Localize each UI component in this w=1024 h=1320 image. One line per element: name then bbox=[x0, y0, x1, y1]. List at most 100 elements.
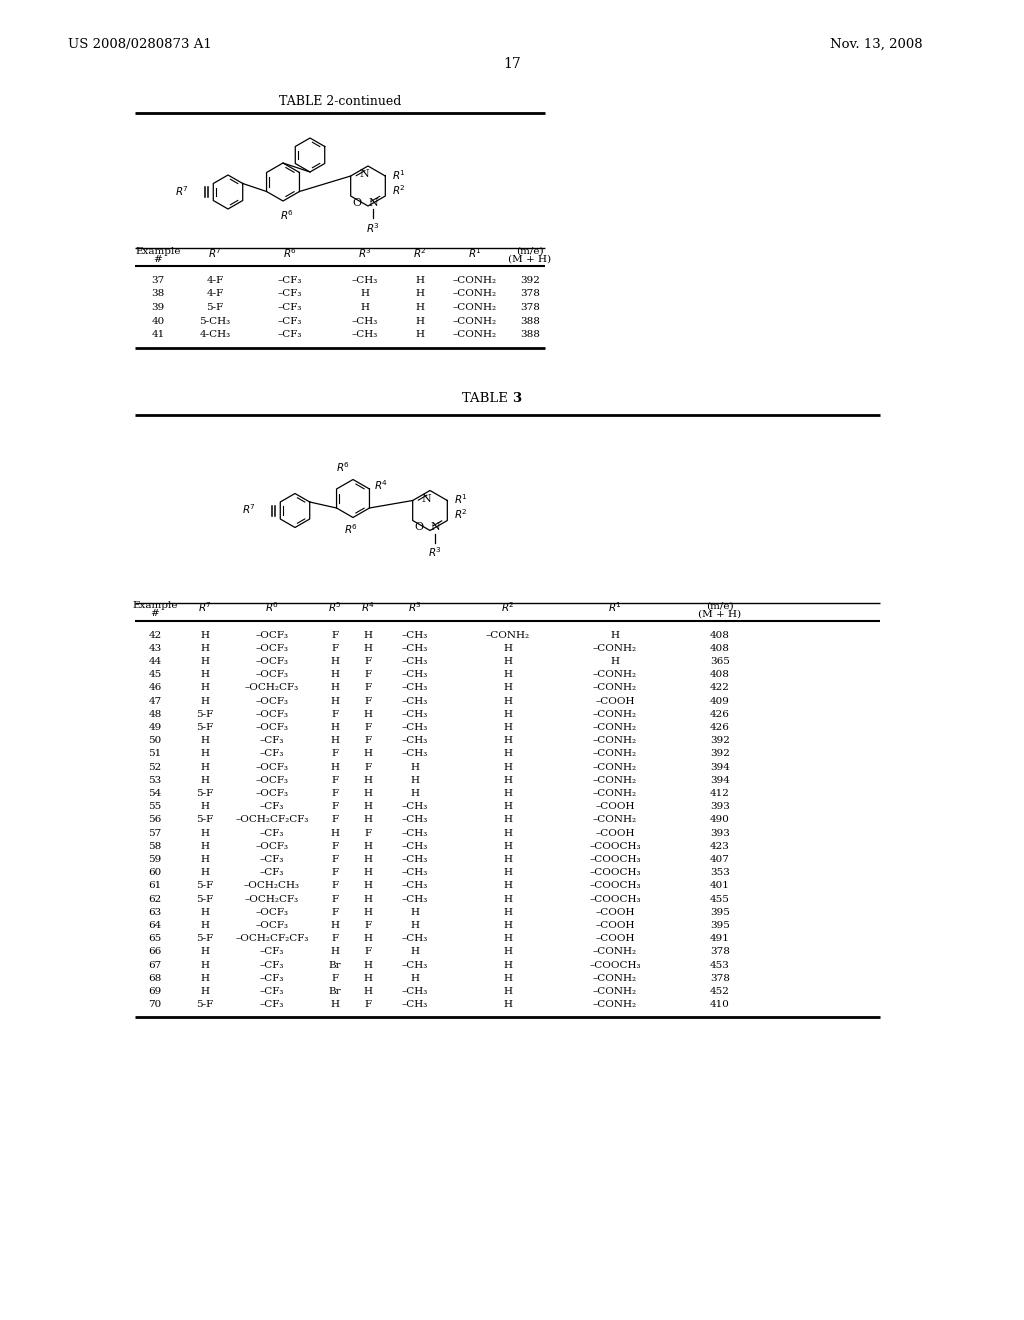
Text: –CH₃: –CH₃ bbox=[401, 631, 428, 639]
Text: H: H bbox=[201, 776, 210, 784]
Text: –CF₃: –CF₃ bbox=[278, 304, 302, 312]
Text: –OCF₃: –OCF₃ bbox=[256, 631, 289, 639]
Text: 455: 455 bbox=[710, 895, 730, 903]
Text: –OCF₃: –OCF₃ bbox=[256, 723, 289, 731]
Text: –CF₃: –CF₃ bbox=[278, 330, 302, 339]
Text: H: H bbox=[201, 961, 210, 969]
Text: H: H bbox=[201, 684, 210, 692]
Text: H: H bbox=[360, 289, 370, 298]
Text: –CF₃: –CF₃ bbox=[260, 869, 285, 876]
Text: 51: 51 bbox=[148, 750, 162, 758]
Text: H: H bbox=[201, 631, 210, 639]
Text: –OCF₃: –OCF₃ bbox=[256, 908, 289, 916]
Text: F: F bbox=[332, 908, 339, 916]
Text: $R^6$: $R^6$ bbox=[280, 209, 294, 222]
Text: H: H bbox=[416, 317, 425, 326]
Text: H: H bbox=[504, 710, 512, 718]
Text: H: H bbox=[201, 948, 210, 956]
Text: $R^2$: $R^2$ bbox=[501, 601, 515, 615]
Text: H: H bbox=[411, 763, 420, 771]
Text: H: H bbox=[364, 882, 373, 890]
Text: –CONH₂: –CONH₂ bbox=[453, 304, 497, 312]
Text: –CONH₂: –CONH₂ bbox=[593, 948, 637, 956]
Text: –CONH₂: –CONH₂ bbox=[593, 816, 637, 824]
Text: H: H bbox=[416, 330, 425, 339]
Text: H: H bbox=[364, 644, 373, 652]
Text: 65: 65 bbox=[148, 935, 162, 942]
Text: H: H bbox=[364, 895, 373, 903]
Text: –OCH₂CF₃: –OCH₂CF₃ bbox=[245, 895, 299, 903]
Text: F: F bbox=[332, 816, 339, 824]
Text: H: H bbox=[201, 644, 210, 652]
Text: –CONH₂: –CONH₂ bbox=[453, 289, 497, 298]
Text: H: H bbox=[504, 935, 512, 942]
Text: –COOH: –COOH bbox=[595, 829, 635, 837]
Text: $R^7$: $R^7$ bbox=[208, 247, 222, 260]
Text: –CONH₂: –CONH₂ bbox=[593, 789, 637, 797]
Text: Br: Br bbox=[329, 987, 341, 995]
Text: H: H bbox=[364, 816, 373, 824]
Text: –CH₃: –CH₃ bbox=[401, 657, 428, 665]
Text: H: H bbox=[411, 776, 420, 784]
Text: H: H bbox=[331, 921, 340, 929]
Text: 66: 66 bbox=[148, 948, 162, 956]
Text: 62: 62 bbox=[148, 895, 162, 903]
Text: 378: 378 bbox=[520, 289, 540, 298]
Text: 378: 378 bbox=[520, 304, 540, 312]
Text: (M + H): (M + H) bbox=[698, 610, 741, 619]
Text: N: N bbox=[368, 198, 378, 209]
Text: –OCF₃: –OCF₃ bbox=[256, 921, 289, 929]
Text: F: F bbox=[365, 921, 372, 929]
Text: –OCF₃: –OCF₃ bbox=[256, 776, 289, 784]
Text: –CF₃: –CF₃ bbox=[260, 855, 285, 863]
Text: H: H bbox=[504, 657, 512, 665]
Text: 4-CH₃: 4-CH₃ bbox=[200, 330, 230, 339]
Text: –CH₃: –CH₃ bbox=[401, 644, 428, 652]
Text: H: H bbox=[331, 948, 340, 956]
Text: F: F bbox=[365, 657, 372, 665]
Text: –CF₃: –CF₃ bbox=[260, 829, 285, 837]
Text: $R^3$: $R^3$ bbox=[428, 545, 442, 560]
Text: –CONH₂: –CONH₂ bbox=[593, 776, 637, 784]
Text: H: H bbox=[504, 921, 512, 929]
Text: –CF₃: –CF₃ bbox=[260, 948, 285, 956]
Text: –CONH₂: –CONH₂ bbox=[593, 723, 637, 731]
Text: (m/e): (m/e) bbox=[707, 602, 734, 610]
Text: H: H bbox=[364, 750, 373, 758]
Text: –OCF₃: –OCF₃ bbox=[256, 671, 289, 678]
Text: H: H bbox=[610, 657, 620, 665]
Text: –CH₃: –CH₃ bbox=[352, 317, 378, 326]
Text: H: H bbox=[331, 671, 340, 678]
Text: 353: 353 bbox=[710, 869, 730, 876]
Text: –CH₃: –CH₃ bbox=[401, 829, 428, 837]
Text: –CF₃: –CF₃ bbox=[260, 961, 285, 969]
Text: N: N bbox=[430, 523, 440, 532]
Text: 393: 393 bbox=[710, 803, 730, 810]
Text: 408: 408 bbox=[710, 644, 730, 652]
Text: 4-F: 4-F bbox=[207, 276, 223, 285]
Text: 52: 52 bbox=[148, 763, 162, 771]
Text: H: H bbox=[201, 987, 210, 995]
Text: H: H bbox=[201, 763, 210, 771]
Text: –COOCH₃: –COOCH₃ bbox=[589, 869, 641, 876]
Text: –CF₃: –CF₃ bbox=[260, 1001, 285, 1008]
Text: 67: 67 bbox=[148, 961, 162, 969]
Text: H: H bbox=[610, 631, 620, 639]
Text: H: H bbox=[364, 974, 373, 982]
Text: H: H bbox=[201, 697, 210, 705]
Text: –COOCH₃: –COOCH₃ bbox=[589, 882, 641, 890]
Text: H: H bbox=[504, 816, 512, 824]
Text: $R^7$: $R^7$ bbox=[198, 601, 212, 615]
Text: –OCF₃: –OCF₃ bbox=[256, 710, 289, 718]
Text: H: H bbox=[331, 763, 340, 771]
Text: 394: 394 bbox=[710, 763, 730, 771]
Text: 491: 491 bbox=[710, 935, 730, 942]
Text: 68: 68 bbox=[148, 974, 162, 982]
Text: –OCF₃: –OCF₃ bbox=[256, 657, 289, 665]
Text: 50: 50 bbox=[148, 737, 162, 744]
Text: –OCH₂CH₃: –OCH₂CH₃ bbox=[244, 882, 300, 890]
Text: H: H bbox=[364, 869, 373, 876]
Text: H: H bbox=[201, 750, 210, 758]
Text: 49: 49 bbox=[148, 723, 162, 731]
Text: 365: 365 bbox=[710, 657, 730, 665]
